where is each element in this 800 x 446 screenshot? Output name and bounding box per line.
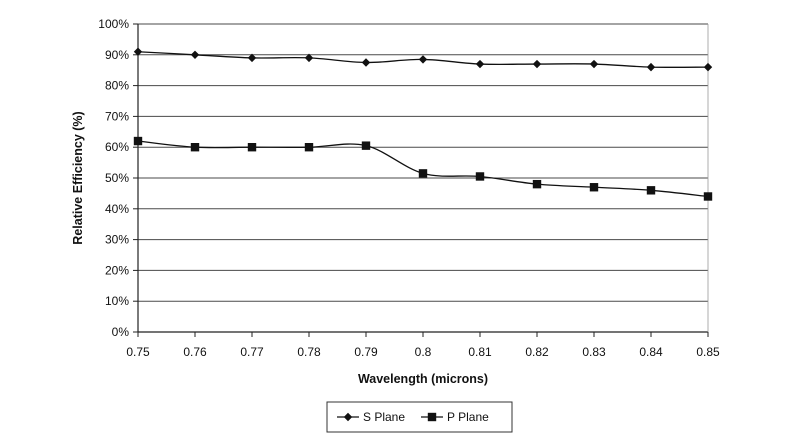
data-point-p-plane [475, 172, 485, 181]
y-tick-label: 90% [105, 48, 129, 62]
y-tick-label: 80% [105, 79, 129, 93]
data-point-s-plane [247, 53, 257, 63]
data-point-p-plane [304, 143, 314, 152]
data-point-s-plane [475, 59, 485, 69]
legend-label-s-plane: S Plane [363, 410, 405, 424]
y-tick-label: 40% [105, 202, 129, 216]
x-tick-label: 0.79 [354, 345, 378, 359]
x-axis-ticks: 0.75 0.76 0.77 0.78 0.79 0.8 0.81 0.82 0.83 0.84 0… [126, 332, 720, 359]
legend-label-p-plane: P Plane [447, 410, 489, 424]
x-tick-label: 0.75 [126, 345, 150, 359]
data-point-p-plane [532, 179, 542, 189]
data-point-s-plane [589, 59, 599, 69]
x-tick-label: 0.8 [415, 345, 432, 359]
data-point-s-plane [304, 53, 314, 63]
data-point-s-plane [703, 62, 713, 72]
data-point-p-plane [589, 183, 599, 192]
legend-items: S Plane P Plane [337, 410, 489, 424]
y-axis-ticks: 0% 10% 20% 30% 40% 50% 60% 70% 80% 90% 100% [98, 17, 138, 339]
x-tick-label: 0.83 [582, 345, 606, 359]
x-tick-label: 0.78 [297, 345, 321, 359]
series-p-plane [133, 136, 713, 201]
data-point-s-plane [133, 47, 143, 56]
y-tick-label: 0% [112, 325, 130, 339]
y-tick-label: 60% [105, 140, 129, 154]
y-tick-label: 70% [105, 109, 129, 123]
y-tick-label: 50% [105, 171, 129, 185]
x-tick-label: 0.85 [696, 345, 720, 359]
legend-marker-p-plane [427, 412, 437, 422]
x-tick-label: 0.82 [525, 345, 549, 359]
data-point-p-plane [418, 169, 428, 178]
legend-item-p-plane: P Plane [421, 410, 489, 424]
gridlines [138, 23, 708, 302]
data-point-p-plane [703, 192, 713, 201]
data-point-s-plane [646, 62, 656, 72]
data-point-p-plane [190, 143, 200, 152]
x-axis-title: Wavelength (microns) [358, 372, 488, 386]
data-point-s-plane [361, 58, 371, 67]
x-tick-label: 0.77 [240, 345, 264, 359]
x-tick-label: 0.76 [183, 345, 207, 359]
data-point-p-plane [133, 136, 143, 146]
legend-marker-s-plane [343, 412, 353, 422]
y-axis-title: Relative Efficiency (%) [71, 111, 85, 244]
legend-item-s-plane: S Plane [337, 410, 405, 424]
series-layer [133, 47, 713, 201]
y-tick-label: 10% [105, 294, 129, 308]
data-point-s-plane [418, 55, 428, 64]
legend: S Plane P Plane [326, 401, 513, 433]
data-point-s-plane [190, 50, 200, 59]
x-tick-label: 0.81 [468, 345, 492, 359]
data-point-p-plane [361, 141, 371, 150]
x-tick-label: 0.84 [639, 345, 663, 359]
data-point-p-plane [646, 186, 656, 195]
y-tick-label: 30% [105, 233, 129, 247]
series-s-plane [133, 47, 713, 72]
data-point-p-plane [247, 143, 257, 152]
y-tick-label: 100% [98, 17, 129, 31]
y-tick-label: 20% [105, 263, 129, 277]
data-point-s-plane [532, 59, 542, 69]
